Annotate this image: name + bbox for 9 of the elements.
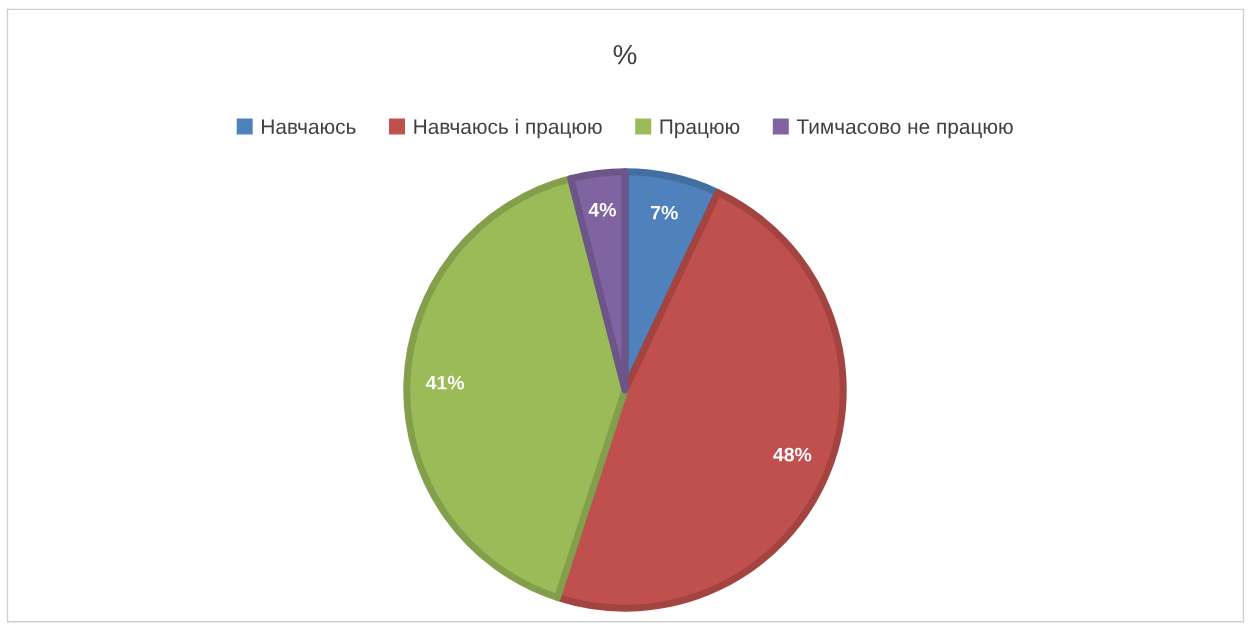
- legend-label: Працюю: [660, 119, 740, 139]
- chart-title: %: [613, 44, 637, 65]
- data-label: 7%: [651, 205, 678, 220]
- legend-label: Навчаюсь і працюю: [414, 118, 602, 139]
- data-label: 41%: [425, 375, 465, 390]
- data-label: 4%: [588, 202, 616, 217]
- legend-label: Навчаюсь: [262, 119, 356, 135]
- legend-label: Тимчасово не працюю: [796, 119, 1013, 139]
- data-label: 48%: [773, 447, 812, 462]
